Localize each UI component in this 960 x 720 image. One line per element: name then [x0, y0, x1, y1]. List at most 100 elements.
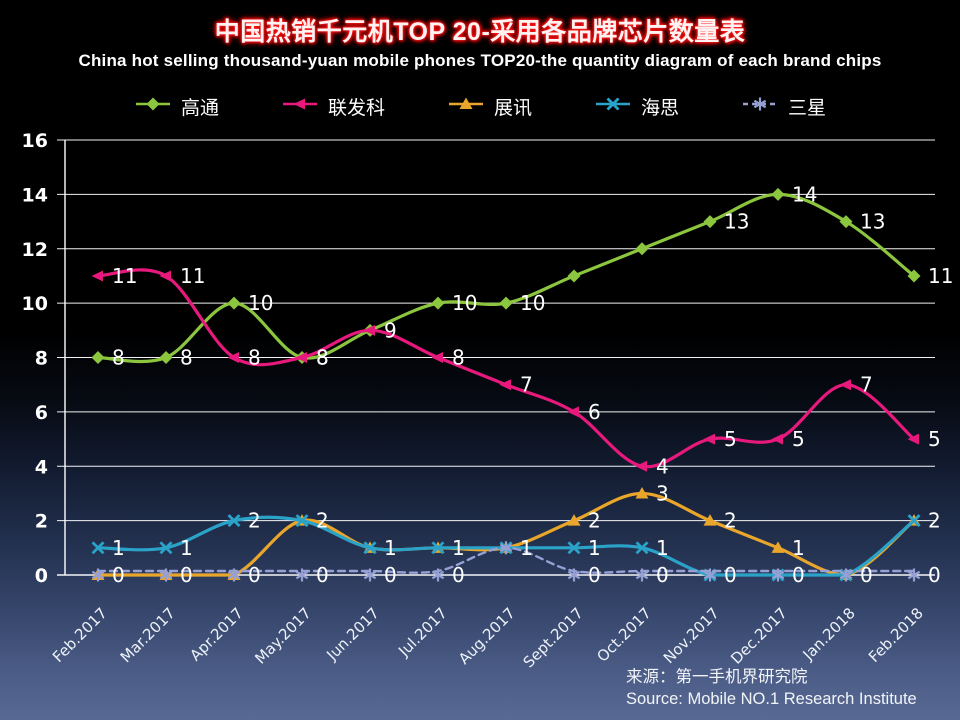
legend-item-spreadtrum: 展讯: [447, 93, 532, 120]
data-label-hisilicon: 1: [384, 536, 397, 560]
x-axis-label: Feb.2017: [49, 604, 111, 666]
data-label-qualcomm: 10: [520, 291, 545, 315]
source-line-en: Source: Mobile NO.1 Research Institute: [626, 689, 917, 708]
data-label-samsung: 0: [588, 563, 601, 587]
data-label-qualcomm: 9: [384, 318, 397, 342]
data-label-hisilicon: 1: [520, 536, 533, 560]
y-axis-tick-label: 14: [22, 184, 48, 206]
chart-area: 0 2 4 6 8 10 12 14 16 Feb.2017 Mar.2017 Apr.2017 May…: [0, 130, 960, 672]
samsung-asterisk-icon: [741, 96, 779, 117]
chart-header: 中国热销千元机TOP 20-采用各品牌芯片数量表 China hot selli…: [0, 12, 960, 120]
x-axis-label: Mar.2017: [117, 604, 179, 666]
data-label-samsung: 0: [792, 563, 805, 587]
y-axis-tick-label: 2: [35, 511, 48, 533]
series-line-samsung: [91, 541, 921, 582]
data-label-hisilicon: 2: [248, 509, 261, 533]
hisilicon-x-icon: [594, 96, 632, 117]
data-label-hisilicon: 1: [112, 536, 125, 560]
y-axis-tick-label: 6: [35, 402, 48, 424]
data-label-qualcomm: 10: [452, 291, 477, 315]
legend-item-hisilicon: 海思: [594, 93, 679, 120]
data-label-mediatek: 7: [520, 373, 533, 397]
series-line-mediatek: [91, 268, 919, 472]
data-label-samsung: 0: [180, 563, 193, 587]
data-label-samsung: 0: [724, 563, 737, 587]
source-line-zh: 来源：第一手机界研究院: [626, 668, 808, 686]
data-label-qualcomm: 8: [316, 346, 329, 370]
data-label-mediatek: 6: [588, 400, 601, 424]
data-label-mediatek: 8: [452, 346, 465, 370]
x-axis-label: Sept.2017: [520, 604, 587, 671]
x-axis-label: Jan.2018: [799, 604, 859, 664]
x-axis-label: Oct.2017: [593, 604, 654, 665]
legend-item-samsung: 三星: [741, 93, 826, 120]
qualcomm-diamond-icon: [134, 96, 172, 117]
data-label-qualcomm: 10: [248, 291, 273, 315]
x-axis-labels: Feb.2017 Mar.2017 Apr.2017 May.2017 Jun.2017…: [49, 604, 927, 671]
data-label-mediatek: 8: [316, 346, 329, 370]
data-label-hisilicon: 2: [928, 509, 941, 533]
x-axis-label: May.2017: [251, 604, 315, 668]
legend-label: 高通: [180, 98, 219, 119]
y-axis-tick-labels: 0 2 4 6 8 10 12 14 16: [22, 130, 48, 587]
x-axis-label: Aug.2017: [455, 604, 519, 668]
page-subtitle: China hot selling thousand-yuan mobile p…: [78, 51, 882, 70]
data-label-hisilicon: 1: [452, 536, 465, 560]
data-label-qualcomm: 14: [792, 182, 817, 206]
x-axis-label: Dec.2017: [727, 604, 791, 668]
data-label-hisilicon: 1: [588, 536, 601, 560]
data-label-hisilicon: 1: [180, 536, 193, 560]
legend: 高通 联发科 展讯 海思 三星: [0, 93, 960, 120]
data-label-mediatek: 5: [792, 427, 805, 451]
data-label-mediatek: 5: [724, 427, 737, 451]
x-axis-label: Nov.2017: [660, 604, 723, 667]
data-label-spreadtrum: 2: [724, 509, 737, 533]
legend-item-mediatek: 联发科: [281, 93, 385, 120]
mediatek-triangle-icon: [281, 96, 319, 117]
data-label-mediatek: 11: [180, 264, 205, 288]
spreadtrum-triangle-icon: [447, 96, 485, 117]
data-label-mediatek: 8: [248, 346, 261, 370]
data-label-qualcomm: 11: [928, 264, 953, 288]
data-label-qualcomm: 8: [180, 346, 193, 370]
data-label-mediatek: 5: [928, 427, 941, 451]
data-label-samsung: 0: [112, 563, 125, 587]
data-label-spreadtrum: 1: [792, 536, 805, 560]
data-label-hisilicon: 2: [316, 509, 329, 533]
legend-label: 展讯: [493, 98, 532, 119]
data-label-mediatek: 4: [656, 454, 669, 478]
data-label-qualcomm: 8: [112, 346, 125, 370]
data-label-qualcomm: 13: [724, 210, 749, 234]
y-axis-tick-label: 8: [35, 348, 48, 370]
y-axis-tick-label: 0: [35, 565, 48, 587]
data-label-samsung: 0: [928, 563, 941, 587]
page-title: 中国热销千元机TOP 20-采用各品牌芯片数量表: [214, 18, 746, 46]
x-axis-label: Feb.2018: [865, 604, 927, 666]
y-axis-tick-label: 16: [22, 132, 48, 152]
legend-label: 三星: [788, 98, 827, 119]
data-label-samsung: 0: [248, 563, 261, 587]
y-axis-tick-label: 12: [22, 239, 48, 261]
data-label-mediatek: 7: [860, 373, 873, 397]
data-label-hisilicon: 1: [656, 536, 669, 560]
data-label-mediatek: 11: [112, 264, 137, 288]
source-note: 来源：第一手机界研究院 Source: Mobile NO.1 Research…: [626, 667, 917, 711]
data-label-samsung: 0: [656, 563, 669, 587]
data-label-samsung: 0: [316, 563, 329, 587]
x-axis-label: Jul.2017: [394, 604, 451, 661]
y-axis-tick-label: 10: [22, 293, 48, 315]
series-line-qualcomm: [91, 187, 921, 364]
data-label-samsung: 0: [860, 563, 873, 587]
legend-item-qualcomm: 高通: [134, 93, 219, 120]
y-axis-tick-label: 4: [35, 456, 48, 478]
legend-label: 联发科: [327, 98, 385, 119]
data-label-spreadtrum: 2: [588, 509, 601, 533]
x-axis-label: Jun.2017: [322, 604, 382, 664]
data-label-qualcomm: 13: [860, 210, 885, 234]
data-label-samsung: 0: [452, 563, 465, 587]
x-axis-label: Apr.2017: [186, 604, 246, 664]
data-label-spreadtrum: 3: [656, 481, 669, 505]
